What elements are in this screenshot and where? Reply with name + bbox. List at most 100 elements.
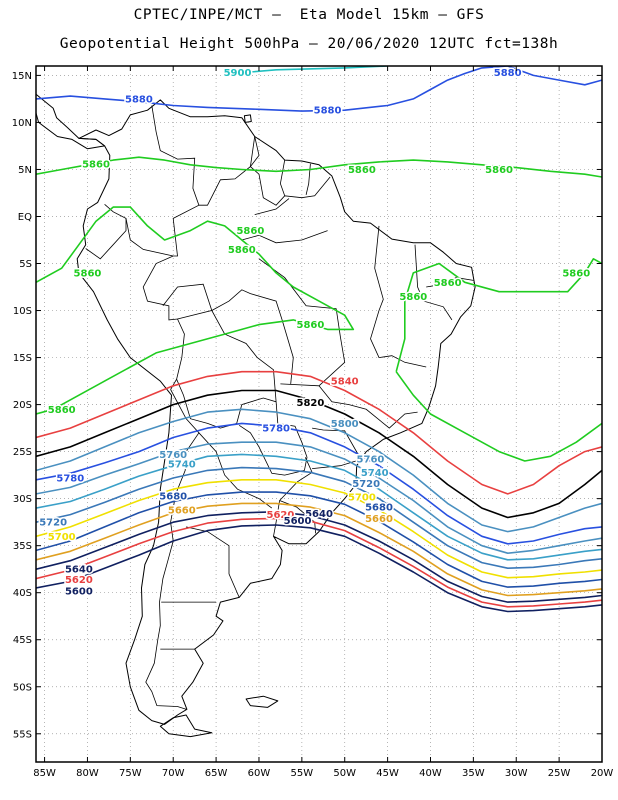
contour-line-5840: [36, 370, 602, 495]
contour-label: 5680: [159, 491, 187, 502]
contour-line-5720: [36, 466, 602, 569]
border-line: [241, 230, 328, 244]
lat-lon-grid: [36, 66, 603, 762]
border-line: [318, 385, 418, 429]
border-line: [176, 310, 277, 429]
coastline: [36, 93, 106, 150]
contour-label: 5840: [331, 377, 359, 388]
border-line: [104, 203, 174, 257]
contour-labels: 5900 5880 5880 5880 5860 5860 5860 5860 5860 5860…: [38, 67, 592, 599]
coastline: [159, 714, 213, 738]
contour-line-5760: [36, 441, 602, 554]
contour-label: 5860: [228, 245, 256, 256]
lat-tick-label: 25S: [13, 447, 32, 458]
border-line: [414, 244, 453, 321]
lon-tick-label: 85W: [33, 768, 56, 779]
lat-tick-label: 55S: [13, 729, 32, 740]
contour-line-5620: [36, 517, 602, 608]
contour-line-5680: [36, 491, 602, 588]
contour-line-5860: [36, 156, 602, 178]
lat-tick-label: 30S: [13, 494, 32, 505]
lon-tick-label: 70W: [162, 768, 185, 779]
contour-line-5900: [233, 66, 388, 75]
lon-tick-label: 20W: [591, 768, 614, 779]
lat-tick-label: 10N: [12, 118, 32, 129]
lon-tick-label: 45W: [376, 768, 399, 779]
map-frame: [35, 65, 603, 763]
border-line: [186, 526, 240, 598]
lon-tick-label: 65W: [205, 768, 228, 779]
border-line: [198, 432, 273, 509]
contour-label: 5700: [48, 532, 76, 543]
border-line: [370, 225, 427, 368]
contour-line-5640: [36, 511, 602, 603]
lat-tick-label: 20S: [13, 400, 32, 411]
contour-label: 5780: [262, 424, 290, 435]
border-line: [238, 401, 308, 476]
contour-label: 5860: [348, 165, 376, 176]
coastline: [243, 114, 252, 123]
contour-label: 5860: [236, 226, 264, 237]
lon-tick-label: 60W: [248, 768, 271, 779]
border-line: [249, 136, 331, 206]
contour-label: 5660: [168, 505, 196, 516]
contour-label: 5860: [48, 405, 76, 416]
contour-line-5860: [395, 258, 602, 372]
contour-line-5860: [36, 206, 355, 415]
contour-label: 5740: [168, 459, 196, 470]
contour-line-5860: [395, 371, 602, 462]
contour-label: 5640: [65, 565, 93, 576]
border-line: [211, 289, 294, 384]
lat-tick-label: 5S: [19, 259, 32, 270]
contour-label: 5860: [485, 165, 513, 176]
contour-label: 5740: [361, 468, 389, 479]
lat-tick-label: 15N: [12, 71, 32, 82]
contour-label: 5600: [284, 516, 312, 527]
contour-label: 5600: [65, 586, 93, 597]
contour-label: 5720: [352, 479, 380, 490]
contour-label: 5860: [74, 268, 102, 279]
map-title-line2: Geopotential Height 500hPa – 20/06/2020 …: [59, 36, 559, 52]
contour-line-5820: [36, 389, 602, 519]
lat-tick-label: 15S: [13, 353, 32, 364]
border-line: [151, 105, 200, 257]
contour-label: 5900: [224, 68, 252, 79]
contour-label: 5860: [82, 159, 110, 170]
contour-label: 5620: [266, 510, 294, 521]
lat-tick-label: 5N: [18, 165, 32, 176]
contour-label: 5860: [562, 268, 590, 279]
contour-line-5800: [36, 408, 602, 533]
contour-label: 5860: [399, 292, 427, 303]
lon-tick-label: 75W: [119, 768, 142, 779]
lat-tick-label: 10S: [13, 306, 32, 317]
contour-label: 5700: [348, 492, 376, 503]
contour-label: 5860: [434, 278, 462, 289]
border-line: [426, 277, 474, 288]
border-line: [312, 427, 358, 454]
contour-label: 5780: [56, 473, 84, 484]
contour-label: 5680: [365, 503, 393, 514]
contour-line-5700: [36, 479, 602, 579]
lat-tick-label: 45S: [13, 635, 32, 646]
lon-tick-label: 35W: [462, 768, 485, 779]
contour-label: 5820: [297, 398, 325, 409]
contour-label: 5860: [297, 320, 325, 331]
border-line: [305, 163, 311, 195]
lat-tick-label: 35S: [13, 541, 32, 552]
contour-label: 5660: [365, 514, 393, 525]
country-borders: [85, 105, 474, 710]
lon-tick-label: 30W: [505, 768, 528, 779]
height-contours: [36, 66, 602, 613]
axis-ticks: 85W 80W 75W 70W 65W 60W 55W 50W 45W 40W 35W 30W 25W 2…: [12, 66, 614, 779]
lat-tick-label: 50S: [13, 682, 32, 693]
contour-label: 5720: [39, 518, 67, 529]
contour-label: 5880: [494, 68, 522, 79]
border-line: [162, 283, 213, 311]
map-title-line1: CPTEC/INPE/MCT – Eta Model 15km – GFS: [133, 7, 485, 23]
border-line: [142, 255, 185, 390]
border-line: [145, 389, 200, 710]
contour-label: 5620: [65, 575, 93, 586]
border-line: [198, 136, 256, 206]
border-line: [85, 218, 127, 260]
